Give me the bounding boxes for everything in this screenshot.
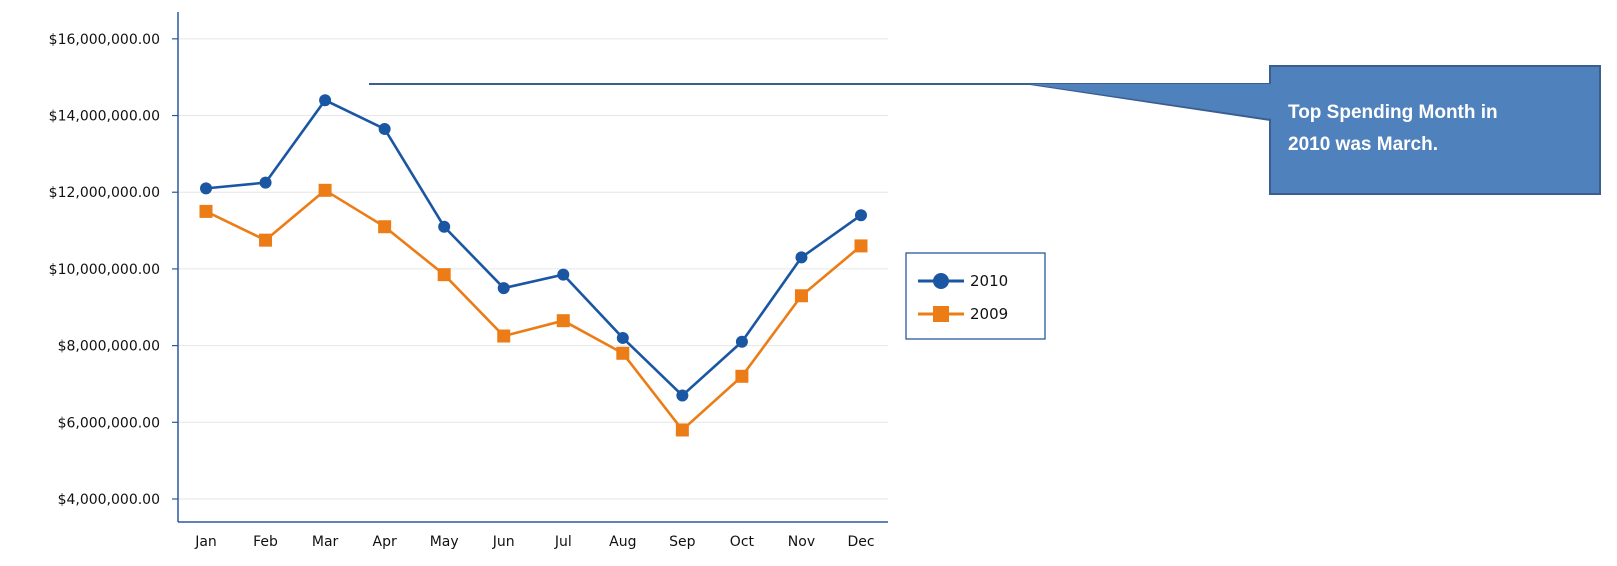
data-point-2009 [378, 220, 392, 234]
callout-text-line-1: Top Spending Month in [1288, 102, 1498, 123]
y-tick-label: $8,000,000.00 [58, 339, 160, 355]
y-tick-label: $10,000,000.00 [49, 262, 160, 278]
data-point-2009 [854, 239, 868, 253]
y-tick-labels: $4,000,000.00 $6,000,000.00 $8,000,000.00 $… [49, 32, 178, 508]
data-point-2010 [855, 209, 867, 222]
x-tick-label: Jul [554, 534, 572, 550]
axes [177, 12, 888, 523]
data-point-2009 [556, 314, 570, 328]
data-point-2010 [378, 122, 391, 135]
data-point-2010 [497, 282, 510, 295]
x-tick-label: Jun [492, 534, 515, 550]
data-point-2010 [735, 335, 748, 348]
x-tick-label: Jan [194, 534, 217, 550]
data-point-2009 [675, 423, 689, 437]
x-tick-label: Oct [730, 534, 755, 550]
data-point-2009 [735, 369, 749, 383]
data-point-2010 [795, 251, 808, 264]
x-tick-label: Sep [669, 534, 696, 550]
legend: 2010 2009 [905, 252, 1046, 340]
x-tick-labels: Jan Feb Mar Apr May Jun Jul Aug Sep Oct Nov Dec [194, 534, 874, 550]
series-line-2009 [205, 189, 862, 432]
data-point-2010 [259, 176, 272, 189]
data-point-2009 [259, 233, 273, 247]
legend-marker [933, 273, 949, 289]
legend-label: 2010 [970, 272, 1008, 290]
x-tick-label: May [430, 534, 459, 550]
series-line-2010 [205, 98, 862, 397]
data-point-2010 [319, 94, 332, 107]
x-tick-label: Aug [609, 534, 636, 550]
x-tick-label: Apr [373, 534, 397, 550]
legend-marker [933, 306, 949, 322]
x-tick-label: Nov [788, 534, 815, 550]
data-point-2010 [438, 220, 451, 233]
callout-annotation: Top Spending Month in 2010 was March. [369, 65, 1601, 195]
data-point-2009 [437, 268, 451, 282]
data-point-2009 [794, 289, 808, 303]
grid-lines [178, 38, 888, 500]
data-point-2009 [616, 346, 630, 360]
x-tick-label: Mar [312, 534, 339, 550]
data-point-2009 [318, 183, 332, 197]
y-tick-label: $16,000,000.00 [49, 32, 160, 48]
legend-label: 2009 [970, 305, 1008, 323]
y-tick-label: $6,000,000.00 [58, 415, 160, 431]
y-tick-label: $14,000,000.00 [49, 109, 160, 125]
callout-box [1269, 65, 1601, 195]
x-tick-label: Feb [253, 534, 278, 550]
data-point-2010 [616, 331, 629, 344]
series-lines [205, 98, 862, 432]
series-markers [199, 94, 868, 437]
callout-text-line-2: 2010 was March. [1288, 134, 1438, 155]
data-point-2009 [497, 329, 511, 343]
data-point-2009 [199, 204, 213, 218]
data-point-2010 [200, 182, 212, 195]
legend-box [905, 252, 1046, 340]
y-tick-label: $12,000,000.00 [49, 185, 160, 201]
x-tick-label: Dec [847, 534, 874, 550]
y-tick-label: $4,000,000.00 [58, 492, 160, 508]
data-point-2010 [557, 268, 570, 281]
data-point-2010 [676, 389, 689, 402]
callout-pointer-overlap [1030, 84, 1272, 119]
